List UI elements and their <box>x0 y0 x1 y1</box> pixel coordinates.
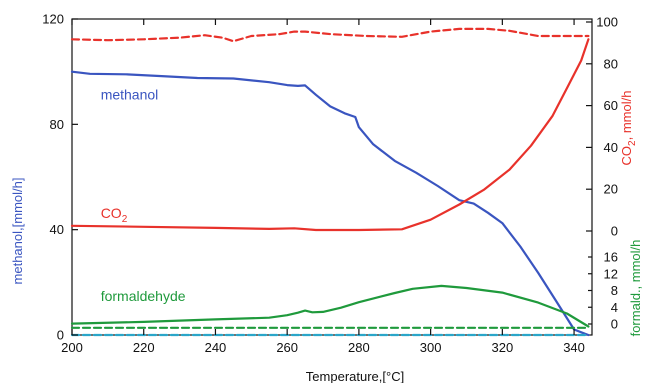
co2-tick-label: 80 <box>604 56 618 71</box>
left-axis-label: methanol,[mmol/h] <box>10 178 25 285</box>
annotation-formaldehyde: formaldehyde <box>101 288 186 304</box>
x-tick-label: 200 <box>61 340 83 355</box>
right-co2-axis-label: CO2, mmol/h <box>619 91 638 166</box>
co2-tick-label: 0 <box>611 224 618 239</box>
annotations: methanol CO2 formaldehyde <box>101 86 186 303</box>
left-tick-label: 0 <box>57 328 64 343</box>
formaldehyde-tick-label: 16 <box>604 250 618 265</box>
annotation-methanol: methanol <box>101 86 159 102</box>
left-tick-label: 40 <box>50 222 64 237</box>
left-axis-ticks: 0 40 80 120 <box>42 12 78 343</box>
left-tick-label: 120 <box>42 12 64 27</box>
co2-tick-label: 60 <box>604 98 618 113</box>
series-line-co2-dashed <box>70 27 590 43</box>
co2-tick-label: 100 <box>596 15 618 30</box>
series-line-methanol <box>70 70 590 337</box>
co2-tick-label: 20 <box>604 182 618 197</box>
formaldehyde-tick-label: 0 <box>611 317 618 332</box>
x-tick-label: 260 <box>276 340 298 355</box>
series-line-formaldehyde <box>70 284 590 328</box>
x-tick-label: 320 <box>491 340 513 355</box>
x-tick-label: 240 <box>205 340 227 355</box>
right-formaldehyde-axis-label: formald., mmol/h <box>628 240 643 337</box>
x-tick-label: 340 <box>563 340 585 355</box>
x-tick-label: 220 <box>133 340 155 355</box>
series-line-co2 <box>70 38 590 232</box>
left-tick-label: 80 <box>50 117 64 132</box>
formaldehyde-tick-label: 4 <box>611 300 618 315</box>
right-co2-axis-ticks: 0 20 40 60 80 100 <box>586 15 618 239</box>
formaldehyde-tick-label: 12 <box>604 266 618 281</box>
co2-tick-label: 40 <box>604 140 618 155</box>
x-axis-label: Temperature,[°C] <box>306 369 404 383</box>
x-tick-label: 280 <box>348 340 370 355</box>
formaldehyde-tick-label: 8 <box>611 283 618 298</box>
x-tick-label: 300 <box>420 340 442 355</box>
x-axis-ticks: 200 220 240 260 280 300 320 340 <box>61 19 585 355</box>
annotation-co2: CO2 <box>101 205 128 225</box>
